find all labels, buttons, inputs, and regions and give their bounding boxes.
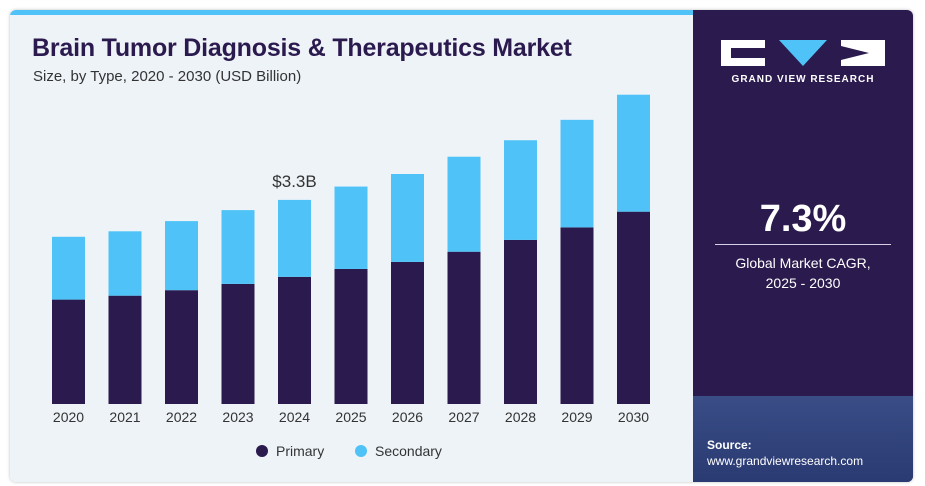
legend-marker-primary	[256, 445, 268, 457]
cagr-label-line2: 2025 - 2030	[765, 275, 841, 291]
x-tick-label-2025: 2025	[335, 409, 366, 425]
x-tick-label-2028: 2028	[505, 409, 536, 425]
chart-title: Brain Tumor Diagnosis & Therapeutics Mar…	[32, 34, 572, 62]
bar-secondary-2026	[391, 173, 424, 262]
source-url: www.grandviewresearch.com	[707, 454, 864, 468]
bar-secondary-2030	[617, 94, 650, 212]
bar-primary-2021	[108, 295, 142, 404]
x-tick-label-2023: 2023	[222, 409, 253, 425]
bar-primary-2029	[560, 227, 594, 404]
bar-primary-2027	[447, 251, 481, 404]
x-tick-label-2022: 2022	[166, 409, 197, 425]
brand-name: GRAND VIEW RESEARCH	[731, 74, 875, 85]
cagr-value: 7.3%	[759, 198, 847, 240]
x-tick-label-2026: 2026	[392, 409, 423, 425]
bar-secondary-2027	[447, 156, 481, 252]
source-background	[693, 396, 913, 482]
bar-secondary-2028	[504, 140, 537, 240]
infographic-card: Brain Tumor Diagnosis & Therapeutics Mar…	[10, 10, 913, 482]
chart-panel: Brain Tumor Diagnosis & Therapeutics Mar…	[10, 10, 693, 482]
x-tick-label-2024: 2024	[279, 409, 310, 425]
legend-marker-secondary	[355, 445, 367, 457]
bar-primary-2020	[52, 299, 85, 404]
cagr-label: Global Market CAGR, 2025 - 2030	[693, 253, 913, 293]
bar-secondary-2023	[221, 210, 255, 284]
x-tick-label-2020: 2020	[53, 409, 84, 425]
summary-panel: GRAND VIEW RESEARCH 7.3% Global Market C…	[693, 10, 913, 482]
bar-secondary-2020	[52, 236, 85, 300]
chart-subtitle: Size, by Type, 2020 - 2030 (USD Billion)	[33, 68, 302, 85]
data-label-2024: $3.3B	[272, 172, 316, 191]
bar-secondary-2022	[165, 221, 198, 291]
bar-primary-2025	[334, 268, 368, 404]
x-tick-label-2030: 2030	[618, 409, 649, 425]
bar-chart: 2020 2021 2022 2023 2024 $3.3B 2025 2026 2027 202…	[52, 94, 650, 459]
bar-secondary-2024	[278, 199, 311, 277]
x-tick-label-2029: 2029	[561, 409, 592, 425]
bar-secondary-2025	[334, 186, 368, 269]
source-label: Source:	[707, 438, 752, 452]
bar-secondary-2021	[108, 231, 142, 296]
accent-bar	[10, 10, 693, 15]
bar-primary-2022	[165, 290, 198, 404]
bar-primary-2024	[278, 276, 311, 404]
bar-primary-2030	[617, 211, 650, 404]
legend-label-primary: Primary	[276, 443, 324, 459]
x-tick-label-2021: 2021	[109, 409, 140, 425]
cagr-divider	[715, 244, 891, 245]
x-tick-label-2027: 2027	[448, 409, 479, 425]
bar-primary-2028	[504, 239, 537, 404]
bar-primary-2023	[221, 283, 255, 404]
bar-primary-2026	[391, 261, 424, 404]
legend-label-secondary: Secondary	[375, 443, 442, 459]
bar-secondary-2029	[560, 119, 594, 228]
cagr-label-line1: Global Market CAGR,	[735, 255, 871, 271]
brand-logo-icon	[721, 40, 885, 66]
